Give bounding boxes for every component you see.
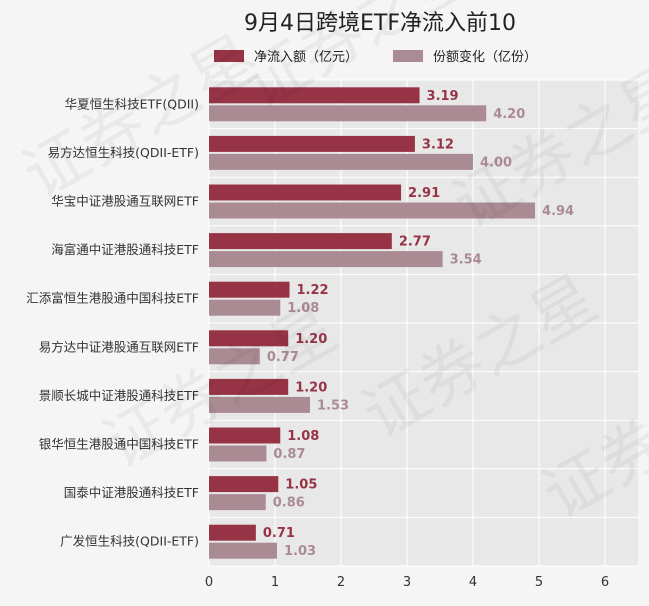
x-axis-ticks: 0 1 2 3 4 5 6 <box>205 575 609 590</box>
data-label-net-inflow: 1.05 <box>285 478 317 493</box>
data-label-share-change: 1.08 <box>287 301 319 316</box>
legend-label-share-change: 份额变化（亿份） <box>433 49 537 65</box>
category-label: 华夏恒生科技ETF(QDII) <box>65 96 199 111</box>
bar-net-inflow <box>209 281 290 298</box>
data-label-net-inflow: 1.20 <box>295 380 327 395</box>
category-label: 国泰中证港股通科技ETF <box>64 485 199 500</box>
data-label-net-inflow: 1.22 <box>297 283 329 298</box>
bar-share-change <box>209 542 277 559</box>
x-tick-label: 5 <box>535 575 543 590</box>
bars <box>209 87 536 559</box>
category-label: 海富通中证港股通科技ETF <box>51 242 199 257</box>
x-tick-label: 4 <box>469 575 477 590</box>
data-label-share-change: 3.54 <box>450 253 482 268</box>
bar-share-change <box>209 445 267 462</box>
data-label-net-inflow: 3.12 <box>422 137 454 152</box>
legend-label-net-inflow: 净流入额（亿元） <box>254 50 358 65</box>
bar-net-inflow <box>209 427 281 444</box>
legend-swatch-share-change <box>393 50 423 62</box>
data-label-share-change: 1.03 <box>284 544 316 559</box>
data-label-net-inflow: 2.91 <box>408 186 440 201</box>
bar-share-change <box>209 494 266 511</box>
legend: 净流入额（亿元） 份额变化（亿份） <box>214 49 537 65</box>
data-label-share-change: 4.00 <box>480 155 512 170</box>
bar-net-inflow <box>209 87 420 104</box>
bar-net-inflow <box>209 184 402 201</box>
category-label: 易方达恒生科技(QDII-ETF) <box>48 145 199 160</box>
category-label: 广发恒生科技(QDII-ETF) <box>60 534 199 549</box>
data-label-share-change: 4.20 <box>493 107 525 122</box>
data-label-net-inflow: 3.19 <box>427 89 459 104</box>
category-label: 汇添富恒生港股通中国科技ETF <box>26 291 199 306</box>
data-label-net-inflow: 2.77 <box>399 235 431 250</box>
category-label: 华宝中证港股通互联网ETF <box>51 194 199 209</box>
data-label-net-inflow: 0.71 <box>263 526 295 541</box>
bar-share-change <box>209 396 310 413</box>
data-label-share-change: 4.94 <box>542 204 574 219</box>
chart-title: 9月4日跨境ETF净流入前10 <box>244 11 516 36</box>
bar-net-inflow <box>209 476 279 493</box>
data-label-share-change: 0.87 <box>273 447 305 462</box>
x-tick-label: 3 <box>403 575 411 590</box>
x-tick-label: 1 <box>271 575 279 590</box>
category-label: 银华恒生港股通中国科技ETF <box>39 437 199 452</box>
value-labels: 3.19 4.20 3.12 4.00 2.91 4.94 2.77 3.54 1.22 1.08… <box>263 89 574 559</box>
bar-net-inflow <box>209 233 392 250</box>
x-tick-label: 0 <box>205 575 213 590</box>
bar-net-inflow <box>209 330 289 347</box>
bar-share-change <box>209 348 260 365</box>
bar-share-change <box>209 202 536 219</box>
data-label-share-change: 1.53 <box>317 398 349 413</box>
legend-swatch-net-inflow <box>214 50 244 62</box>
bar-share-change <box>209 299 281 316</box>
category-labels: 华夏恒生科技ETF(QDII) 易方达恒生科技(QDII-ETF) 华宝中证港股通互… <box>26 96 199 548</box>
data-label-share-change: 0.86 <box>273 496 305 511</box>
bar-net-inflow <box>209 524 256 541</box>
data-label-net-inflow: 1.08 <box>287 429 319 444</box>
category-label: 景顺长城中证港股通科技ETF <box>39 388 199 403</box>
x-tick-label: 6 <box>601 575 609 590</box>
bar-share-change <box>209 105 487 122</box>
x-tick-label: 2 <box>337 575 345 590</box>
data-label-share-change: 0.77 <box>267 350 299 365</box>
bar-share-change <box>209 251 443 268</box>
bar-net-inflow <box>209 378 289 395</box>
bar-share-change <box>209 153 473 170</box>
data-label-net-inflow: 1.20 <box>295 332 327 347</box>
bar-net-inflow <box>209 135 415 152</box>
category-label: 易方达中证港股通互联网ETF <box>39 339 199 354</box>
